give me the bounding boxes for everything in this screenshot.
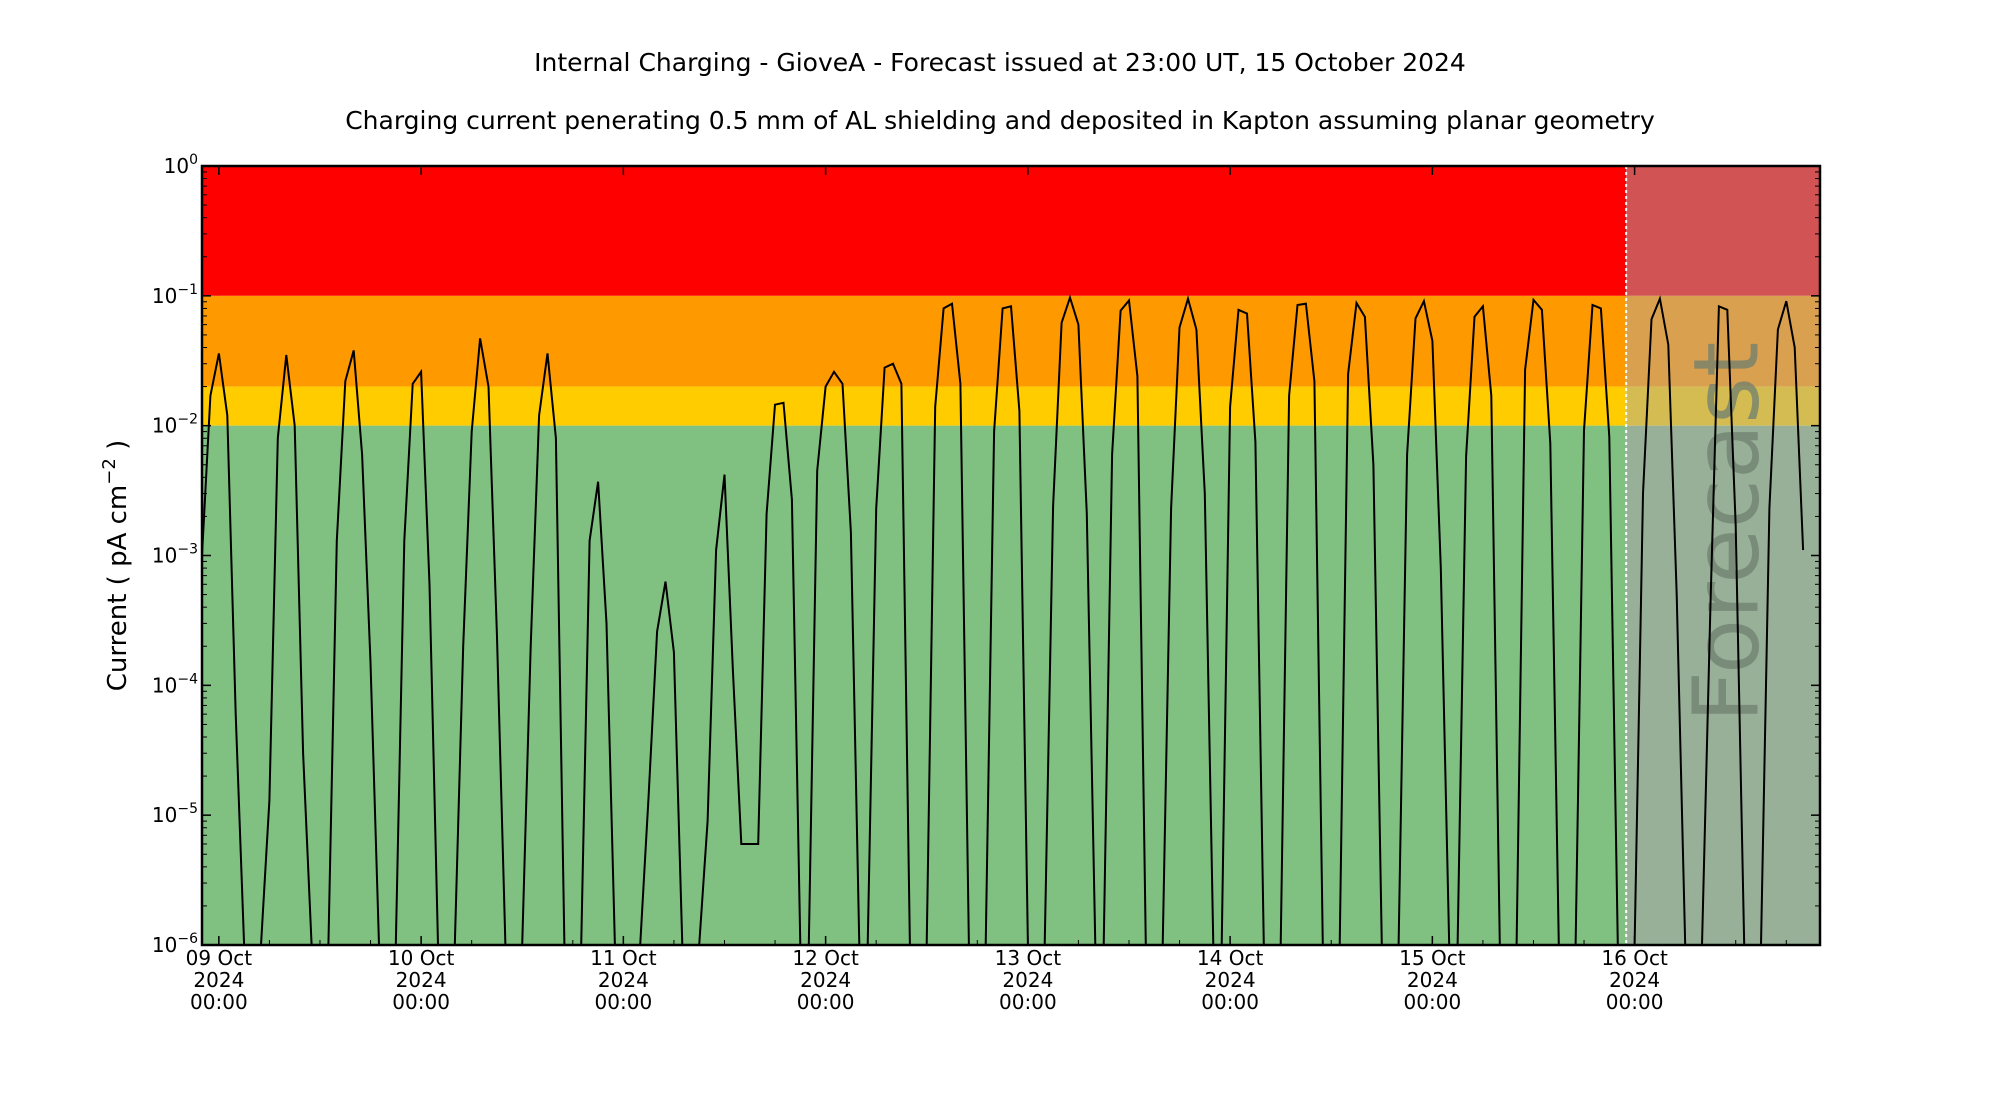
y-axis: 100 10−1 10−2 10−3 10−4 10−5 10−6 xyxy=(152,152,1820,957)
x-tick-label: 2024 xyxy=(598,968,649,992)
x-tick-label: 10 Oct xyxy=(388,946,455,970)
forecast-band-2 xyxy=(1626,386,1820,426)
x-tick-label: 00:00 xyxy=(595,990,653,1014)
x-tick-label: 13 Oct xyxy=(995,946,1062,970)
y-tick-label: 10−6 xyxy=(152,931,198,957)
y-axis-label: Current ( pA cm−2 ) xyxy=(99,440,133,691)
x-tick-label: 00:00 xyxy=(1404,990,1462,1014)
risk-band-1 xyxy=(202,295,1627,387)
y-tick-label: 100 xyxy=(164,152,198,178)
y-tick-label: 10−4 xyxy=(152,671,198,697)
x-tick-label: 00:00 xyxy=(392,990,450,1014)
forecast-label: Forecast xyxy=(1675,342,1780,723)
forecast-band-3 xyxy=(1626,425,1820,946)
forecast-band-0 xyxy=(1626,166,1820,296)
x-tick-label: 11 Oct xyxy=(590,946,657,970)
x-tick-label: 2024 xyxy=(800,968,851,992)
x-tick-label: 09 Oct xyxy=(186,946,253,970)
x-tick-label: 15 Oct xyxy=(1399,946,1466,970)
y-tick-label: 10−5 xyxy=(152,801,198,827)
forecast-region xyxy=(1626,166,1820,946)
x-tick-label: 12 Oct xyxy=(792,946,859,970)
risk-band-2 xyxy=(202,386,1627,426)
x-tick-label: 2024 xyxy=(1002,968,1053,992)
y-tick-label: 10−1 xyxy=(152,282,198,308)
risk-bands xyxy=(202,166,1627,946)
x-tick-label: 2024 xyxy=(1609,968,1660,992)
x-tick-label: 14 Oct xyxy=(1197,946,1264,970)
x-tick-label: 00:00 xyxy=(797,990,855,1014)
series-line xyxy=(201,294,1805,946)
y-tick-label: 10−3 xyxy=(152,542,198,568)
x-tick-label: 2024 xyxy=(193,968,244,992)
risk-band-0 xyxy=(202,166,1627,296)
x-tick-label: 2024 xyxy=(1205,968,1256,992)
risk-band-3 xyxy=(202,425,1627,946)
y-tick-label: 10−2 xyxy=(152,412,198,438)
x-tick-label: 2024 xyxy=(1407,968,1458,992)
x-tick-label: 00:00 xyxy=(1201,990,1259,1014)
chart-subtitle: Charging current penerating 0.5 mm of AL… xyxy=(345,106,1655,135)
x-tick-label: 00:00 xyxy=(1606,990,1664,1014)
x-tick-label: 2024 xyxy=(396,968,447,992)
x-tick-label: 16 Oct xyxy=(1601,946,1668,970)
chart-title: Internal Charging - GioveA - Forecast is… xyxy=(534,48,1466,77)
x-tick-label: 00:00 xyxy=(190,990,248,1014)
x-tick-label: 00:00 xyxy=(999,990,1057,1014)
